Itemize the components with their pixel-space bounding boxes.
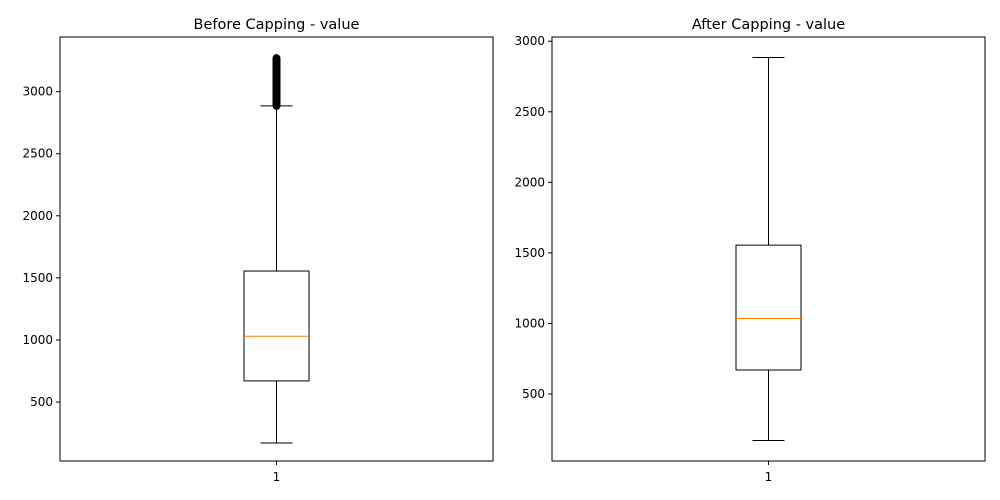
- x-tick-label: 1: [765, 470, 773, 484]
- y-tick-label: 3000: [514, 34, 545, 48]
- iqr-box: [735, 244, 802, 371]
- y-tick-label: 2500: [22, 147, 53, 161]
- y-tick-label: 1000: [22, 333, 53, 347]
- chart-title: Before Capping - value: [194, 17, 360, 33]
- outlier-point: [272, 54, 281, 63]
- chart-panel-after: After Capping - value 1 500 1000 1500 2000 2…: [514, 17, 986, 484]
- y-tick-label: 2000: [514, 175, 545, 189]
- y-tick-label: 1500: [22, 271, 53, 285]
- y-tick-label: 2000: [22, 209, 53, 223]
- chart-panel-before: Before Capping - value 1 500 1000 1500 2000…: [22, 17, 494, 484]
- y-tick-label: 1000: [514, 316, 545, 330]
- x-tick-label: 1: [273, 470, 281, 484]
- y-tick-label: 500: [522, 387, 545, 401]
- chart-title: After Capping - value: [692, 17, 845, 33]
- y-tick-label: 3000: [22, 85, 53, 99]
- y-tick-label: 2500: [514, 105, 545, 119]
- y-tick-label: 1500: [514, 246, 545, 260]
- iqr-box: [243, 270, 310, 382]
- y-tick-label: 500: [30, 395, 53, 409]
